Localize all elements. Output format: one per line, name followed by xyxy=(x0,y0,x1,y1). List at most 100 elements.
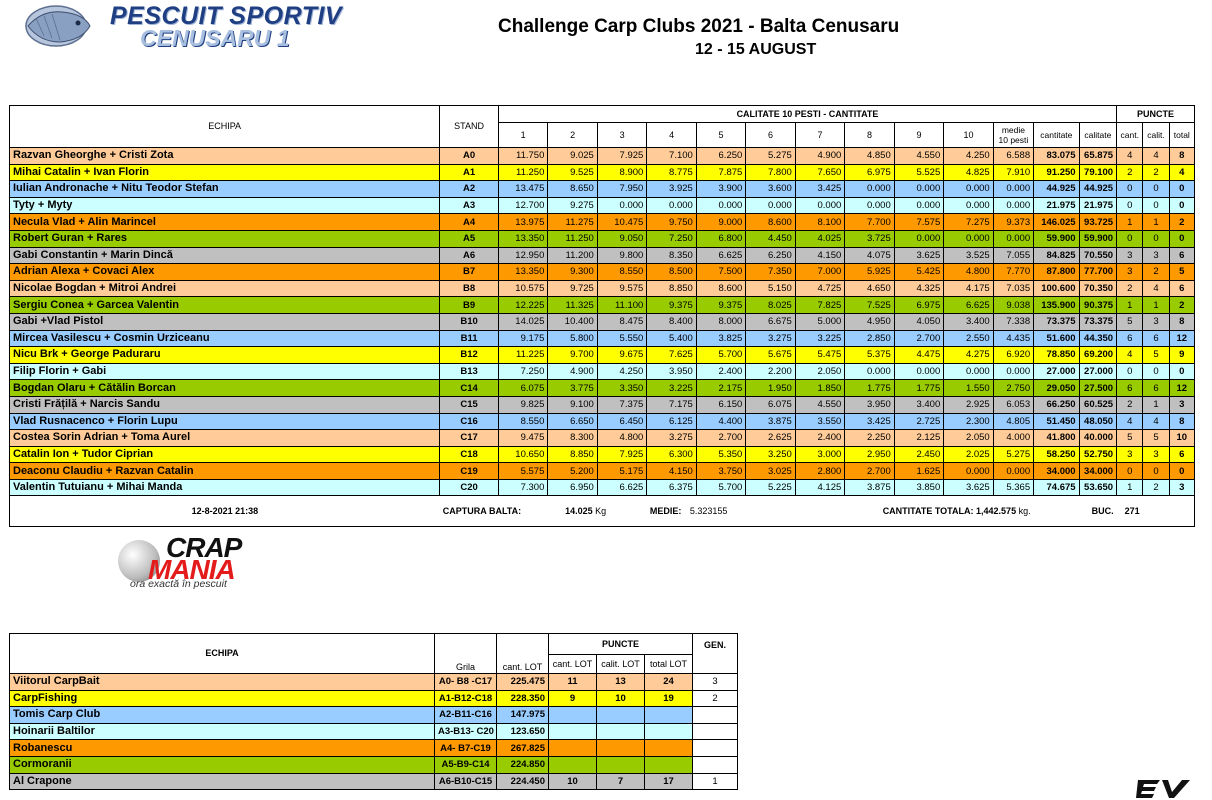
ev-logo-icon xyxy=(1136,780,1190,798)
fish-weight-cell: 5.400 xyxy=(646,329,697,348)
grila-cell: A6-B10-C15 xyxy=(434,772,497,791)
fish-weight-cell: 3.950 xyxy=(646,362,697,381)
points-total-cell: 12 xyxy=(1168,329,1196,348)
fish-weight-cell: 8.300 xyxy=(547,429,598,447)
points-calit-cell: 6 xyxy=(1142,329,1170,348)
medie-cell: 6.053 xyxy=(992,395,1035,414)
cant-lot-cell: 225.475 xyxy=(496,673,549,691)
header-stand: STAND xyxy=(439,105,499,148)
fish-weight-cell: 4.800 xyxy=(943,263,994,281)
fish-weight-cell: 0.000 xyxy=(794,196,846,215)
stand-cell: C19 xyxy=(439,462,499,480)
table-row: Nicolae Bogdan + Mitroi Andrei B8 10.575 9.… xyxy=(8,279,1196,298)
fish-weight-cell: 10.650 xyxy=(497,445,549,464)
medie-cell: 7.910 xyxy=(992,163,1035,182)
fish-weight-cell: 7.175 xyxy=(646,395,697,414)
fish-weight-cell: 9.800 xyxy=(596,246,648,265)
footer-buc: BUC. xyxy=(1033,495,1117,528)
fish-weight-cell: 4.125 xyxy=(794,478,846,497)
points-calit-cell: 0 xyxy=(1142,362,1170,381)
points-total-cell: 12 xyxy=(1168,379,1196,397)
points-total-cell: 9 xyxy=(1168,346,1196,364)
fish-weight-cell: 0.000 xyxy=(646,196,697,215)
fish-weight-cell: 8.850 xyxy=(547,445,598,464)
fish-weight-cell: 6.650 xyxy=(547,412,598,431)
fish-weight-cell: 5.700 xyxy=(695,478,747,497)
fish-weight-cell: 9.375 xyxy=(646,296,697,314)
calitate-cell: 70.550 xyxy=(1078,246,1118,265)
fish-weight-cell: 8.400 xyxy=(646,312,697,331)
fish-weight-cell: 7.000 xyxy=(794,263,846,281)
fish-weight-cell: 9.700 xyxy=(547,346,598,364)
team-name-cell: Tomis Carp Club xyxy=(9,706,435,724)
points-cant-cell: 2 xyxy=(1116,395,1144,414)
team-name-cell: Catalin Ion + Tudor Ciprian xyxy=(8,445,441,464)
fish-weight-cell: 9.475 xyxy=(497,429,549,447)
stand-cell: C14 xyxy=(439,379,499,397)
fish-weight-cell: 7.525 xyxy=(844,296,895,314)
points-total-cell: 10 xyxy=(1168,429,1196,447)
fish-weight-cell: 11.100 xyxy=(596,296,648,314)
p-calit-cell xyxy=(596,706,645,724)
fish-weight-cell: 0.000 xyxy=(943,196,994,215)
fish-weight-cell: 2.175 xyxy=(695,379,747,397)
fish-weight-cell: 8.500 xyxy=(646,263,697,281)
fish-weight-cell: 6.300 xyxy=(646,445,697,464)
fish-weight-cell: 0.000 xyxy=(893,362,945,381)
fish-weight-cell: 0.000 xyxy=(745,196,796,215)
stand-cell: A5 xyxy=(439,229,499,248)
cantitate-cell: 91.250 xyxy=(1033,163,1080,182)
fish-weight-cell: 2.125 xyxy=(893,429,945,447)
p-cant-cell: 9 xyxy=(548,689,597,708)
team-name-cell: Nicolae Bogdan + Mitroi Andrei xyxy=(8,279,441,298)
calitate-cell: 60.525 xyxy=(1078,395,1118,414)
stand-cell: C16 xyxy=(439,412,499,431)
fish-weight-cell: 9.300 xyxy=(547,263,598,281)
header-calitate-group: CALITATE 10 PESTI - CANTITATE xyxy=(497,105,1118,123)
points-calit-cell: 0 xyxy=(1142,462,1170,480)
header-cantitate: cantitate xyxy=(1033,122,1080,148)
calitate-cell: 79.100 xyxy=(1078,163,1118,182)
points-calit-cell: 6 xyxy=(1142,379,1170,397)
fish-weight-cell: 4.250 xyxy=(596,362,648,381)
fish-weight-cell: 11.250 xyxy=(497,163,549,182)
fish-weight-cell: 8.650 xyxy=(547,180,598,198)
calitate-cell: 59.900 xyxy=(1078,229,1118,248)
stand-cell: A2 xyxy=(439,180,499,198)
total-value: 1,442.575 xyxy=(976,505,1017,516)
fish-weight-cell: 3.525 xyxy=(943,246,994,265)
calitate-cell: 69.200 xyxy=(1078,346,1118,364)
fish-weight-cell: 7.625 xyxy=(646,346,697,364)
fish-weight-cell: 7.275 xyxy=(943,213,994,231)
team-row: Robanescu A4- B7-C19 267.825 xyxy=(9,739,738,757)
cantitate-cell: 74.675 xyxy=(1033,478,1080,497)
fish-weight-cell: 0.000 xyxy=(893,180,945,198)
points-total-cell: 2 xyxy=(1168,213,1196,231)
team-header-echipa: ECHIPA xyxy=(9,633,435,674)
table-row: Iulian Andronache + Nitu Teodor Stefan A2… xyxy=(8,180,1196,198)
fish-weight-cell: 0.000 xyxy=(943,229,994,248)
points-calit-cell: 2 xyxy=(1142,263,1170,281)
fish-weight-cell: 3.225 xyxy=(794,329,846,348)
fish-weight-cell: 3.875 xyxy=(844,478,895,497)
team-row: Al Crapone A6-B10-C15 224.450 10 7 17 1 xyxy=(9,772,738,791)
fish-weight-cell: 5.475 xyxy=(794,346,846,364)
fish-weight-cell: 3.550 xyxy=(794,412,846,431)
fish-weight-cell: 13.350 xyxy=(497,229,549,248)
fish-weight-cell: 13.475 xyxy=(497,180,549,198)
points-total-cell: 8 xyxy=(1168,147,1196,165)
stand-cell: A0 xyxy=(439,147,499,165)
fish-weight-cell: 10.475 xyxy=(596,213,648,231)
fish-weight-cell: 9.750 xyxy=(646,213,697,231)
p-total-cell: 19 xyxy=(644,689,693,708)
fish-weight-cell: 8.600 xyxy=(695,279,747,298)
table-row: Mihai Catalin + Ivan Florin A1 11.250 9.525… xyxy=(8,163,1196,182)
cantitate-cell: 59.900 xyxy=(1033,229,1080,248)
fish-weight-cell: 7.825 xyxy=(794,296,846,314)
calitate-cell: 93.725 xyxy=(1078,213,1118,231)
points-calit-cell: 0 xyxy=(1142,229,1170,248)
calitate-cell: 70.350 xyxy=(1078,279,1118,298)
fish-weight-cell: 6.075 xyxy=(745,395,796,414)
team-name-cell: CarpFishing xyxy=(9,689,435,708)
logo-line1: PESCUIT SPORTIV xyxy=(110,2,343,30)
